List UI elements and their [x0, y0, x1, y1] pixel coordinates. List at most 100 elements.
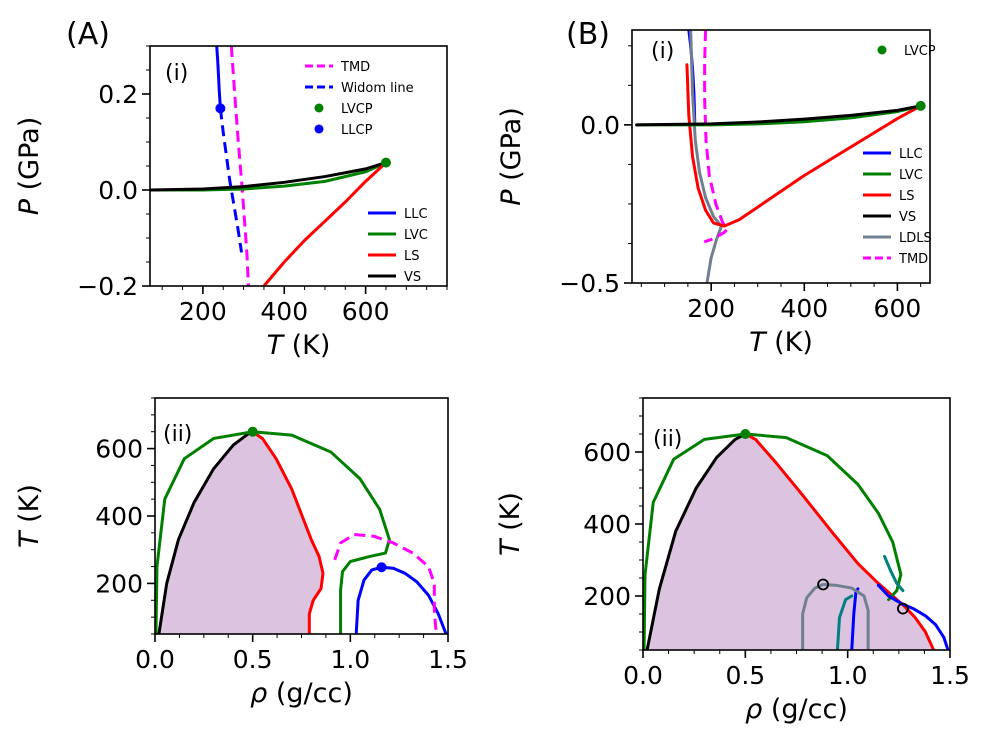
- plot-area-b-i: [635, 30, 923, 283]
- legend-label-tmd-a-i: TMD: [340, 60, 370, 75]
- legend-label-widom-line-a-i: Widom line: [341, 81, 414, 96]
- x-axis-var-a-ii: ρ: [250, 678, 267, 709]
- y-axis-label-a-ii: T (K): [14, 484, 45, 548]
- xtick-label-b-ii: 0.0: [623, 661, 663, 690]
- panel-b-ii: 0.0 0.5 1.0 1.5 200 400 600 ρ (g/cc) T (K) (ii): [495, 397, 970, 725]
- legend-label-lvcp-b-i: LVCP: [904, 44, 936, 59]
- y-axis-var-a-ii: T: [14, 529, 45, 548]
- ytick-label-b-ii: 400: [583, 510, 631, 539]
- subpanel-label-b-ii: (ii): [653, 427, 682, 452]
- xtick-label-b-i: 600: [874, 294, 922, 323]
- y-axis-var-a-i: P: [14, 198, 45, 215]
- legend-label-llcp-a-i: LLCP: [341, 123, 373, 138]
- x-axis-var-a-i: T: [267, 330, 286, 361]
- legend-marker-lvcp-a-i: [314, 103, 324, 113]
- x-axis-var-b-ii: ρ: [745, 694, 762, 725]
- y-axis-label-b-ii: T (K): [495, 492, 526, 556]
- xtick-label-b-ii: 0.5: [725, 661, 765, 690]
- legend-label-ldls-b-i: LDLS: [899, 231, 932, 246]
- series-lvc-edge-b-ii: [883, 554, 905, 593]
- x-axis-label-a-ii: ρ (g/cc): [250, 678, 353, 709]
- xtick-label-b-ii: 1.0: [828, 661, 868, 690]
- xtick-label-a-i: 400: [260, 297, 308, 326]
- xtick-label-b-i: 400: [780, 294, 828, 323]
- ytick-label-a-i: 0.0: [98, 176, 138, 205]
- panel-a-i: 200 400 600 −0.2 0.0 0.2 T (K) P (GPa) (A) (i) TMD…: [14, 17, 448, 361]
- x-axis-label-a-i: T (K): [267, 330, 331, 361]
- point-lvcp-b-i: [915, 100, 926, 111]
- xtick-label-b-ii: 1.5: [930, 661, 970, 690]
- legend-label-vs-a-i: VS: [404, 270, 421, 285]
- spinodal-shade-b-ii: [647, 434, 934, 650]
- ytick-label-a-i: 0.2: [98, 80, 138, 109]
- y-axis-var-b-i: P: [496, 189, 527, 206]
- y-axis-unit-a-ii: (K): [14, 484, 45, 531]
- series-lvc-a-i: [150, 161, 388, 192]
- legend-label-llc-b-i: LLC: [899, 147, 923, 162]
- series-ls-a-i: [262, 161, 388, 286]
- xtick-label-a-i: 200: [179, 297, 227, 326]
- xtick-label-b-i: 200: [687, 294, 735, 323]
- legend-top-a-i: TMD Widom line LVCP LLCP: [305, 60, 414, 138]
- ytick-label-b-i: 0.0: [580, 111, 620, 140]
- x-axis-label-b-i: T (K): [749, 327, 813, 358]
- x-axis-unit-a-ii: (g/cc): [267, 678, 353, 709]
- series-llc-b-ii: [876, 583, 950, 650]
- ytick-label-a-ii: 600: [95, 435, 143, 464]
- x-axis-label-b-ii: ρ (g/cc): [745, 694, 848, 725]
- series-vs-b-ii: [645, 432, 747, 650]
- point-ldls-cusp-b-ii: [817, 578, 830, 591]
- legend-marker-llcp-a-i: [314, 124, 324, 134]
- y-axis-unit-b-ii: (K): [495, 492, 526, 539]
- ytick-label-a-i: −0.2: [77, 272, 138, 301]
- subpanel-label-a-i: (i): [165, 61, 188, 86]
- xtick-label-a-ii: 1.0: [330, 645, 370, 674]
- legend-label-llc-a-i: LLC: [404, 207, 428, 222]
- subpanel-label-b-i: (i): [651, 39, 674, 64]
- legend-label-lvcp-a-i: LVCP: [341, 102, 373, 117]
- ytick-label-b-ii: 200: [583, 582, 631, 611]
- ytick-label-b-i: −0.5: [559, 269, 620, 298]
- xtick-label-a-ii: 0.5: [233, 645, 273, 674]
- x-axis-var-b-i: T: [749, 327, 768, 358]
- y-axis-unit-b-i: (GPa): [496, 107, 527, 189]
- legend-bottom-b-i: LLC LVC LS VS LDLS TMD: [863, 147, 932, 267]
- series-widom-line-a-i: [218, 108, 244, 253]
- legend-marker-lvcp-b-i: [877, 45, 887, 55]
- series-lvc-a-ii: [155, 430, 391, 634]
- series-llc-a-ii: [354, 565, 448, 634]
- xtick-label-a-ii: 1.5: [428, 645, 468, 674]
- legend-label-vs-b-i: VS: [899, 210, 916, 225]
- y-axis-var-b-ii: T: [495, 537, 526, 556]
- point-lvcp-b-ii: [740, 429, 751, 439]
- legend-label-lvc-a-i: LVC: [404, 228, 428, 243]
- legend-label-lvc-b-i: LVC: [899, 168, 923, 183]
- panel-label-a-i: (A): [66, 17, 110, 52]
- x-axis-unit-b-i: (K): [766, 327, 813, 358]
- ytick-label-b-ii: 600: [583, 438, 631, 467]
- x-axis-unit-b-ii: (g/cc): [762, 694, 848, 725]
- point-lvcp-a-i: [380, 157, 391, 168]
- axes-frame-b-i: [631, 29, 931, 284]
- panel-a-ii: 0.0 0.5 1.0 1.5 200 400 600 ρ (g/cc) T (K) (ii): [14, 397, 468, 709]
- series-llc-a-i: [215, 46, 222, 110]
- legend-top-b-i: LVCP: [877, 44, 936, 59]
- xtick-label-a-i: 600: [342, 297, 390, 326]
- spinodal-shade-a-ii: [158, 431, 323, 634]
- legend-label-ls-a-i: LS: [404, 249, 420, 264]
- series-lvc-inner-b-ii: [835, 594, 854, 650]
- series-ldls-b-i: [689, 30, 723, 283]
- panel-label-b-i: (B): [566, 17, 610, 52]
- series-tmd-b-i: [703, 30, 729, 244]
- legend-label-ls-b-i: LS: [899, 189, 915, 204]
- series-ldls-b-ii: [801, 582, 870, 650]
- x-axis-unit-a-i: (K): [283, 330, 330, 361]
- series-tmd-a-ii: [333, 533, 438, 634]
- series-ls-b-ii: [743, 432, 936, 650]
- series-lvc-b-ii: [643, 432, 903, 650]
- ytick-label-a-ii: 200: [95, 569, 143, 598]
- panel-b-i: 200 400 600 −0.5 0.0 T (K) P (GPa) (B) (i) LVCP LL…: [496, 17, 936, 358]
- y-axis-unit-a-i: (GPa): [14, 117, 45, 199]
- series-vs-a-ii: [157, 430, 255, 634]
